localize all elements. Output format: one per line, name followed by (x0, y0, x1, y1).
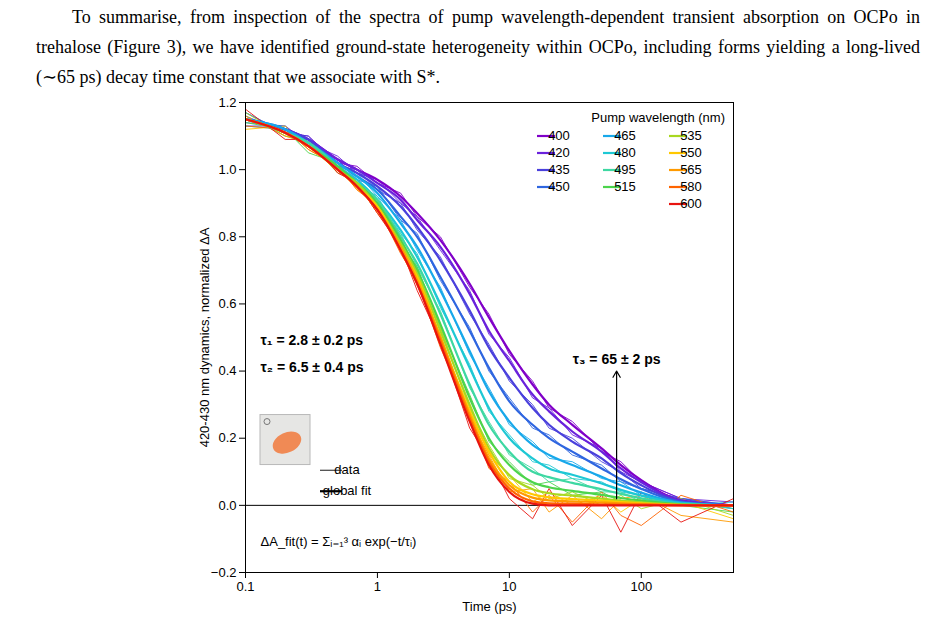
html-text:To summarise, from inspection: To summarise, from inspection of the spe… (36, 7, 920, 87)
svg-text:565: 565 (680, 162, 702, 177)
svg-text:515: 515 (614, 179, 636, 194)
svg-text:0.1: 0.1 (236, 579, 254, 594)
svg-text:420: 420 (548, 145, 570, 160)
svg-text:495: 495 (614, 162, 636, 177)
svg-text:ΔA_fit(t) = Σᵢ₌₁³ αᵢ exp(−t/τᵢ: ΔA_fit(t) = Σᵢ₌₁³ αᵢ exp(−t/τᵢ) (261, 534, 417, 549)
svg-text:0.0: 0.0 (218, 498, 236, 513)
svg-text:435: 435 (548, 162, 570, 177)
svg-text:Pump wavelength (nm): Pump wavelength (nm) (591, 110, 725, 125)
svg-text:580: 580 (680, 179, 702, 194)
svg-text:1.2: 1.2 (218, 95, 236, 110)
svg-text:global fit: global fit (323, 483, 372, 498)
svg-text:Time (ps): Time (ps) (462, 599, 516, 614)
svg-text:550: 550 (680, 145, 702, 160)
svg-text:1: 1 (374, 579, 381, 594)
svg-text:0.8: 0.8 (218, 229, 236, 244)
svg-text:480: 480 (614, 145, 636, 160)
svg-text:465: 465 (614, 128, 636, 143)
svg-text:100: 100 (630, 579, 652, 594)
svg-text:0.2: 0.2 (218, 430, 236, 445)
svg-text:−0.2: −0.2 (211, 565, 237, 580)
svg-text:0.6: 0.6 (218, 296, 236, 311)
svg-text:τ₁ = 2.8 ± 0.2 ps: τ₁ = 2.8 ± 0.2 ps (261, 332, 364, 348)
svg-text:450: 450 (548, 179, 570, 194)
svg-text:1.0: 1.0 (218, 162, 236, 177)
svg-text:data: data (334, 462, 360, 477)
svg-text:0.4: 0.4 (218, 363, 236, 378)
svg-text:600: 600 (680, 196, 702, 211)
svg-text:10: 10 (502, 579, 516, 594)
svg-text:τ₃ = 65 ± 2 ps: τ₃ = 65 ± 2 ps (573, 351, 661, 367)
svg-text:535: 535 (680, 128, 702, 143)
svg-text:400: 400 (548, 128, 570, 143)
svg-text:τ₂ = 6.5 ± 0.4 ps: τ₂ = 6.5 ± 0.4 ps (261, 359, 364, 375)
svg-text:420-430 nm dynamics, normalize: 420-430 nm dynamics, normalized ΔA (197, 227, 212, 447)
